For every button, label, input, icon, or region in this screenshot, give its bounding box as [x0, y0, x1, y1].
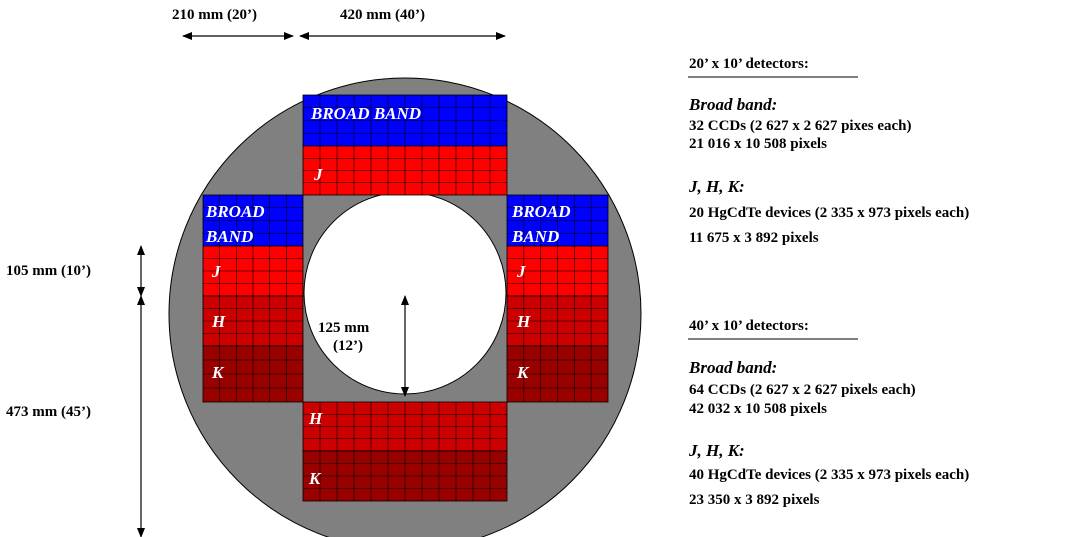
top-broad-band — [302, 94, 508, 147]
left-broad-band — [202, 194, 304, 247]
label-right-j: J — [517, 262, 526, 281]
panel40-broad-line2: 42 032 x 10 508 pixels — [689, 401, 827, 417]
bottom-h-band — [302, 401, 508, 452]
top-j-band — [302, 145, 508, 196]
bottom-k-band — [302, 450, 508, 502]
label-bottom-k: K — [309, 469, 321, 488]
dim-inner: 125 mm — [318, 320, 370, 336]
right-k-band — [506, 345, 609, 403]
panel40-jhk-title: J, H, K: — [689, 441, 745, 460]
right-j-band — [506, 245, 609, 297]
label-right-h: H — [517, 312, 531, 331]
panel20-jhk-line2: 11 675 x 3 892 pixels — [689, 230, 819, 246]
dim-top-left: 210 mm (20’) — [172, 7, 257, 23]
panel40-header: 40’ x 10’ detectors: — [689, 318, 809, 334]
label-top-broad-band: BROAD BAND — [311, 104, 422, 123]
dim-inner-angle: (12’) — [333, 338, 363, 354]
label-top-j: J — [314, 165, 323, 184]
label-left-h: H — [212, 312, 226, 331]
label-left-k: K — [212, 363, 224, 382]
panel20-jhk-line1: 20 HgCdTe devices (2 335 x 973 pixels ea… — [689, 205, 970, 221]
dim-top-right: 420 mm (40’) — [340, 7, 425, 23]
panel20-header: 20’ x 10’ detectors: — [689, 56, 809, 72]
dim-left-lower: 473 mm (45’) — [6, 404, 91, 420]
label-right-k: K — [517, 363, 529, 382]
label-right-broad: BROAD — [512, 202, 571, 221]
panel20-broad-line2: 21 016 x 10 508 pixels — [689, 136, 827, 152]
panel40-jhk-line1: 40 HgCdTe devices (2 335 x 973 pixels ea… — [689, 467, 970, 483]
panel20-jhk-title: J, H, K: — [689, 177, 745, 196]
right-broad-band — [506, 194, 609, 247]
label-bottom-h: H — [309, 409, 323, 428]
left-k-band — [202, 345, 304, 403]
panel40-jhk-line2: 23 350 x 3 892 pixels — [689, 492, 820, 508]
panel20-broad-title: Broad band: — [689, 95, 778, 114]
label-left-band: BAND — [206, 227, 254, 246]
label-right-band: BAND — [512, 227, 560, 246]
left-j-band — [202, 245, 304, 297]
left-h-band — [202, 295, 304, 347]
label-left-broad: BROAD — [206, 202, 265, 221]
panel40-broad-title: Broad band: — [689, 358, 778, 377]
label-left-j: J — [212, 262, 221, 281]
panel40-broad-line1: 64 CCDs (2 627 x 2 627 pixels each) — [689, 382, 916, 398]
dim-left-upper: 105 mm (10’) — [6, 263, 91, 279]
panel20-broad-line1: 32 CCDs (2 627 x 2 627 pixes each) — [689, 118, 912, 134]
